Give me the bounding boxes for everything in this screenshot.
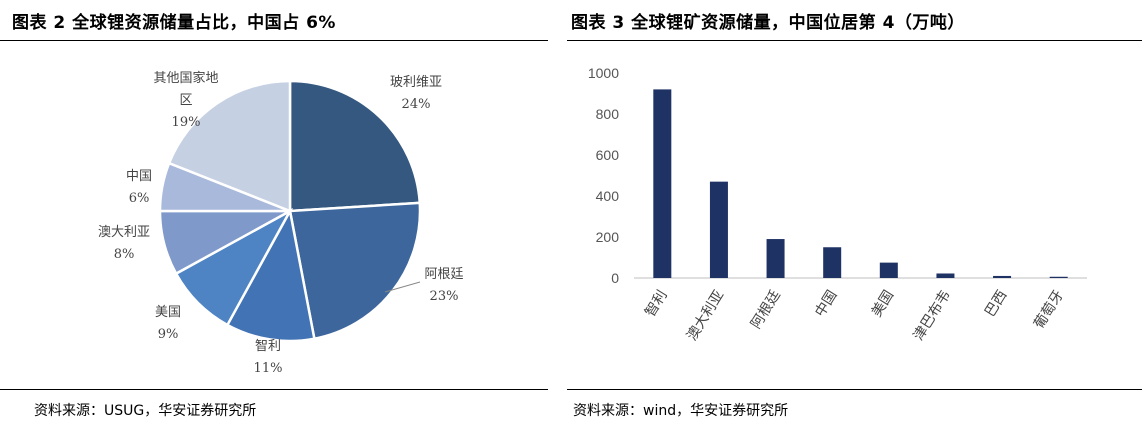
x-category-label: 中国 (812, 288, 840, 320)
pie-slice-label: 中国 (126, 169, 152, 184)
x-category-label: 津巴布韦 (911, 288, 954, 344)
pie-slice-percent: 24% (402, 97, 431, 112)
pie-slice-percent: 23% (430, 289, 459, 304)
pie-figure-title: 图表 2 全球锂资源储量占比，中国占 6% (12, 13, 336, 33)
pie-slice-percent: 6% (129, 191, 150, 206)
pie-slice-percent: 9% (158, 327, 179, 342)
right-figure-panel: 图表 3 全球锂矿资源储量，中国位居第 4（万吨） 0 200 400 600 800 1… (567, 0, 1142, 445)
bar (993, 275, 1012, 278)
bar (1049, 276, 1068, 278)
y-tick-label: 800 (596, 106, 620, 122)
pie-slice-label: 玻利维亚 (390, 75, 442, 90)
y-tick-label: 200 (596, 229, 620, 245)
bar-chart: 0 200 400 600 800 1000 智利 澳大利亚 阿根廷 中国 美国 津巴布韦 巴西 葡萄牙 (588, 65, 1087, 344)
y-tick-label: 0 (611, 270, 619, 286)
pie-slice-label: 智利 (255, 339, 281, 354)
x-category-label: 美国 (869, 288, 897, 320)
pie-slice (225, 207, 316, 343)
x-category-label: 葡萄牙 (1031, 288, 1067, 332)
pie-leader-line (384, 281, 421, 293)
pie-source-note: 资料来源：USUG，华安证券研究所 (34, 403, 257, 419)
bar-figure-title: 图表 3 全球锂矿资源储量，中国位居第 4（万吨） (571, 13, 965, 33)
y-tick-label: 600 (596, 147, 620, 163)
x-category-label: 巴西 (982, 288, 1010, 320)
right-source-rule (567, 389, 1142, 390)
pie-slice-label: 美国 (155, 305, 181, 320)
x-category-label: 阿根廷 (748, 288, 784, 332)
pie-slice (288, 201, 422, 341)
pie-slice-percent: 19% (172, 115, 201, 130)
bar (823, 247, 842, 278)
x-category-label: 智利 (642, 288, 670, 320)
bar (653, 89, 672, 279)
x-category-label: 澳大利亚 (684, 288, 727, 344)
pie-slice (167, 79, 292, 213)
bar (879, 262, 898, 278)
pie-slice-label: 澳大利亚 (98, 224, 150, 240)
left-figure-panel: 图表 2 全球锂资源储量占比，中国占 6% 玻利维亚 24% 阿根廷 23% 智利 11%… (0, 0, 548, 445)
left-title-rule (0, 40, 548, 41)
bar (766, 239, 785, 278)
pie-slice-percent: 8% (114, 247, 135, 262)
pie-slice-percent: 11% (254, 361, 283, 376)
pie-slice-label: 其他国家地 (153, 70, 218, 86)
left-source-rule (0, 389, 548, 390)
y-tick-label: 1000 (588, 65, 619, 81)
pie-slice (288, 79, 422, 213)
bar (936, 273, 955, 278)
pie-slice-label: 区 (179, 93, 192, 108)
right-title-rule (567, 40, 1142, 41)
bar-source-note: 资料来源：wind，华安证券研究所 (573, 403, 789, 419)
pie-slice-label: 阿根廷 (424, 267, 463, 282)
bar (709, 181, 728, 278)
y-tick-label: 400 (596, 188, 620, 204)
